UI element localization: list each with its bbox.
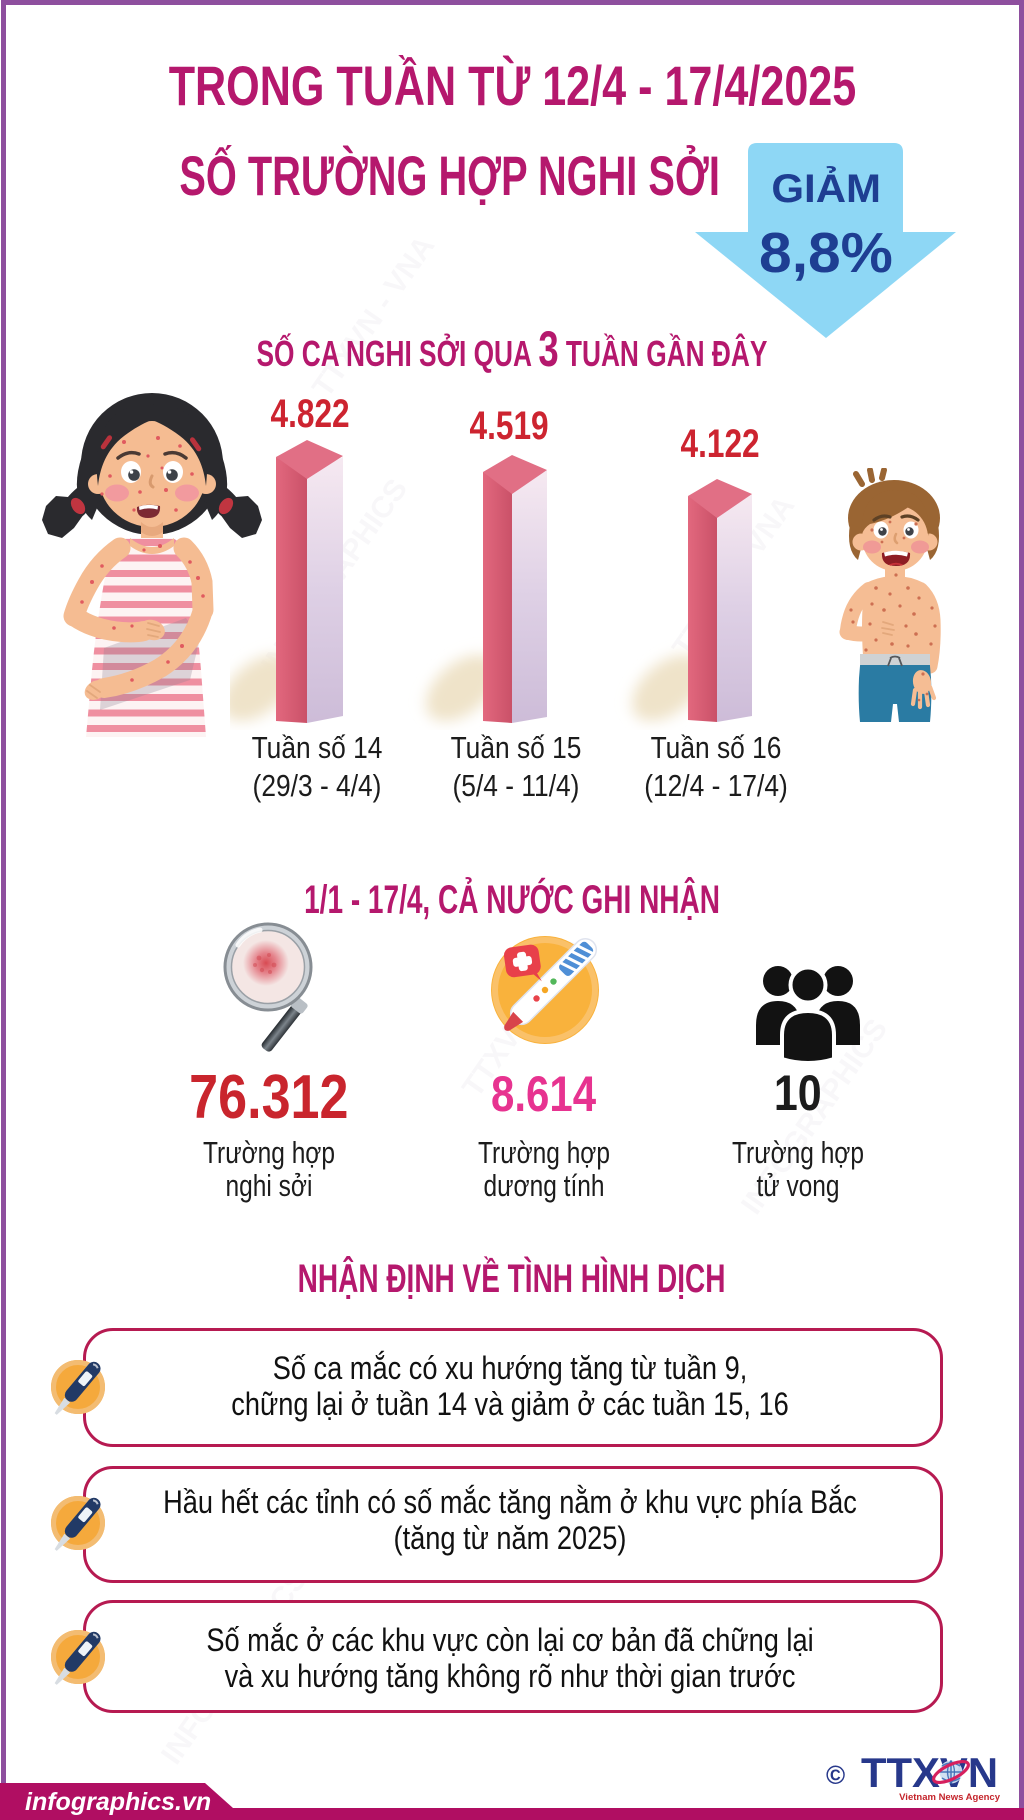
svg-text:©: ©: [826, 1760, 845, 1790]
svg-text:Vietnam News Agency: Vietnam News Agency: [899, 1792, 1001, 1803]
svg-text:TTXVN: TTXVN: [861, 1749, 998, 1796]
